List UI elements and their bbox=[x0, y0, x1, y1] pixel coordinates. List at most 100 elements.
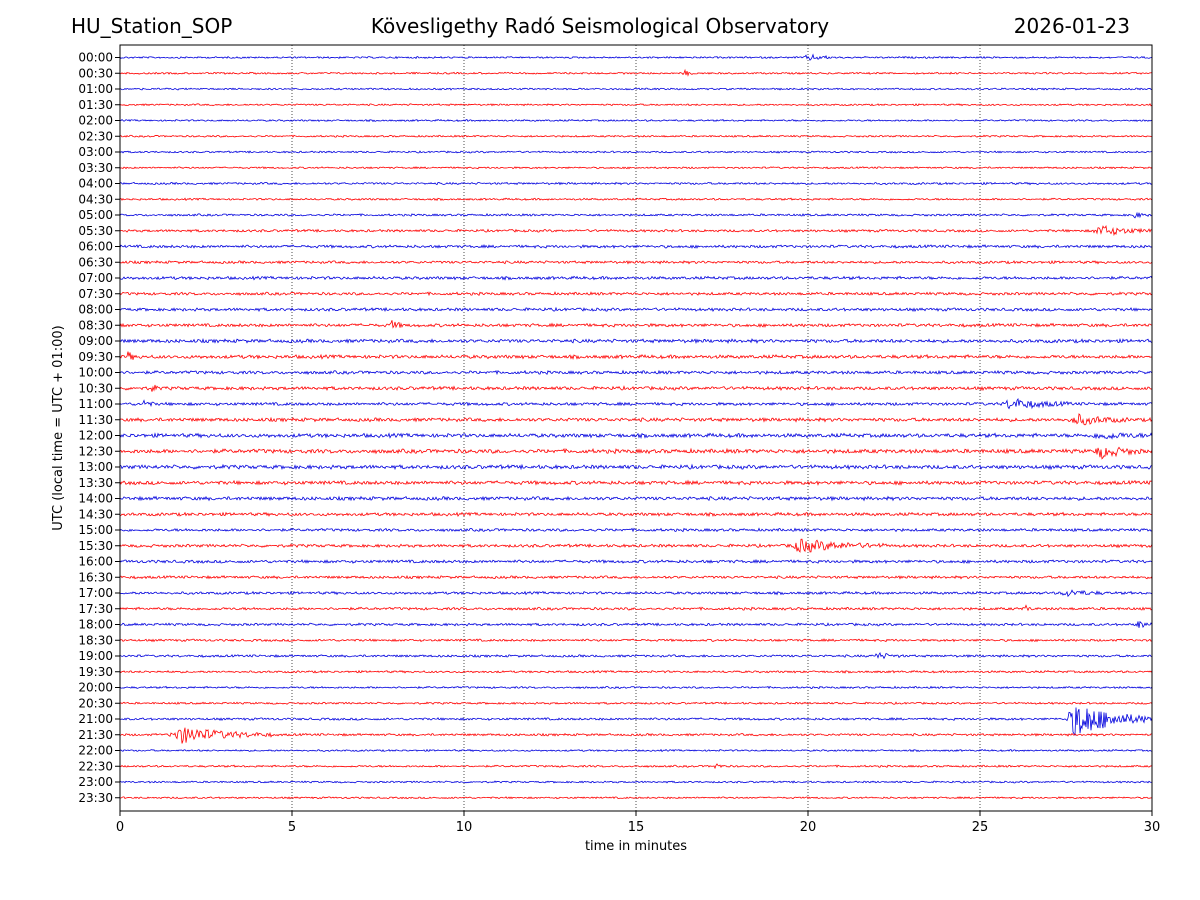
y-tick-label: 05:00 bbox=[78, 208, 113, 222]
y-tick-label: 20:30 bbox=[78, 696, 113, 710]
y-tick-label: 14:00 bbox=[78, 492, 113, 506]
y-tick-label: 02:00 bbox=[78, 114, 113, 128]
trace-1700 bbox=[119, 589, 1153, 598]
trace-1530 bbox=[119, 538, 1153, 553]
trace-0130 bbox=[119, 103, 1153, 107]
y-tick-label: 03:30 bbox=[78, 161, 113, 175]
y-tick-label: 13:00 bbox=[78, 460, 113, 474]
trace-1900 bbox=[119, 651, 1153, 660]
x-tick-labels: 0 5 10 15 20 25 30 bbox=[116, 811, 1160, 835]
trace-0400 bbox=[119, 181, 1153, 186]
x-tick-label: 15 bbox=[628, 820, 645, 835]
y-tick-label: 00:00 bbox=[78, 51, 113, 65]
trace-1430 bbox=[119, 511, 1153, 518]
y-tick-label: 18:30 bbox=[78, 633, 113, 647]
y-tick-label: 12:00 bbox=[78, 429, 113, 443]
y-tick-label: 20:00 bbox=[78, 681, 113, 695]
trace-1630 bbox=[119, 575, 1153, 580]
y-tick-label: 00:30 bbox=[78, 66, 113, 80]
trace-1030 bbox=[119, 384, 1153, 392]
trace-1930 bbox=[119, 669, 1153, 674]
y-tick-label: 09:00 bbox=[78, 334, 113, 348]
y-tick-label: 09:30 bbox=[78, 350, 113, 364]
trace-1230 bbox=[119, 446, 1153, 460]
trace-0830 bbox=[119, 320, 1153, 329]
y-tick-label: 11:30 bbox=[78, 413, 113, 427]
y-tick-label: 12:30 bbox=[78, 444, 113, 458]
y-tick-label: 21:00 bbox=[78, 712, 113, 726]
trace-0000 bbox=[119, 53, 1153, 61]
x-tick-label: 0 bbox=[116, 820, 124, 835]
trace-1830 bbox=[119, 638, 1153, 643]
y-tick-label: 23:30 bbox=[78, 791, 113, 805]
y-tick-label: 14:30 bbox=[78, 507, 113, 521]
y-tick-label: 06:00 bbox=[78, 240, 113, 254]
trace-0600 bbox=[119, 243, 1153, 249]
trace-0930 bbox=[119, 351, 1153, 360]
y-tick-label: 19:30 bbox=[78, 665, 113, 679]
trace-0800 bbox=[119, 306, 1153, 313]
trace-2000 bbox=[119, 685, 1153, 690]
trace-1730 bbox=[119, 604, 1153, 612]
y-tick-label: 02:30 bbox=[78, 129, 113, 143]
trace-0630 bbox=[119, 259, 1153, 265]
y-tick-label: 10:30 bbox=[78, 381, 113, 395]
y-tick-label: 15:30 bbox=[78, 539, 113, 553]
chart-title: Kövesligethy Radó Seismological Observat… bbox=[370, 14, 830, 38]
y-tick-label: 22:30 bbox=[78, 759, 113, 773]
y-tick-label: 23:00 bbox=[78, 775, 113, 789]
station-label: HU_Station_SOP bbox=[71, 14, 233, 38]
trace-2230 bbox=[119, 763, 1153, 770]
y-tick-label: 04:30 bbox=[78, 192, 113, 206]
traces-layer bbox=[119, 53, 1153, 800]
x-tick-label: 30 bbox=[1144, 820, 1161, 835]
y-tick-label: 10:00 bbox=[78, 366, 113, 380]
trace-1500 bbox=[119, 527, 1153, 533]
trace-0230 bbox=[119, 134, 1153, 138]
y-tick-label: 07:30 bbox=[78, 287, 113, 301]
trace-1800 bbox=[119, 620, 1153, 629]
y-axis-label: UTC (local time = UTC + 01:00) bbox=[51, 325, 66, 530]
trace-2030 bbox=[119, 701, 1153, 705]
trace-0530 bbox=[119, 225, 1153, 237]
y-tick-label: 04:00 bbox=[78, 177, 113, 191]
trace-1600 bbox=[119, 558, 1153, 565]
date-label: 2026-01-23 bbox=[1013, 14, 1130, 38]
trace-2100 bbox=[119, 707, 1153, 736]
x-tick-label: 5 bbox=[288, 820, 296, 835]
trace-0030 bbox=[119, 68, 1153, 77]
trace-0900 bbox=[119, 338, 1153, 345]
x-tick-label: 10 bbox=[456, 820, 473, 835]
trace-0700 bbox=[119, 275, 1153, 281]
y-tick-label: 05:30 bbox=[78, 224, 113, 238]
trace-0100 bbox=[119, 87, 1153, 91]
y-tick-label: 17:30 bbox=[78, 602, 113, 616]
x-tick-label: 25 bbox=[972, 820, 989, 835]
y-tick-label: 16:30 bbox=[78, 570, 113, 584]
y-tick-label: 18:00 bbox=[78, 618, 113, 632]
y-tick-label: 13:30 bbox=[78, 476, 113, 490]
trace-1300 bbox=[119, 463, 1153, 471]
y-tick-label: 06:30 bbox=[78, 255, 113, 269]
trace-0500 bbox=[119, 211, 1153, 219]
y-tick-label: 19:00 bbox=[78, 649, 113, 663]
y-tick-label: 08:30 bbox=[78, 318, 113, 332]
y-tick-label: 01:30 bbox=[78, 98, 113, 112]
y-tick-label: 01:00 bbox=[78, 82, 113, 96]
y-tick-label: 16:00 bbox=[78, 555, 113, 569]
y-tick-label: 15:00 bbox=[78, 523, 113, 537]
y-tick-label: 22:00 bbox=[78, 744, 113, 758]
y-tick-label: 08:00 bbox=[78, 303, 113, 317]
trace-0300 bbox=[119, 150, 1153, 154]
trace-1130 bbox=[119, 413, 1153, 426]
trace-1000 bbox=[119, 369, 1153, 376]
trace-1100 bbox=[119, 397, 1153, 410]
x-tick-label: 20 bbox=[800, 820, 817, 835]
trace-0730 bbox=[119, 291, 1153, 297]
y-tick-label: 21:30 bbox=[78, 728, 113, 742]
y-tick-label: 03:00 bbox=[78, 145, 113, 159]
trace-2330 bbox=[119, 796, 1153, 800]
trace-1200 bbox=[119, 432, 1153, 440]
